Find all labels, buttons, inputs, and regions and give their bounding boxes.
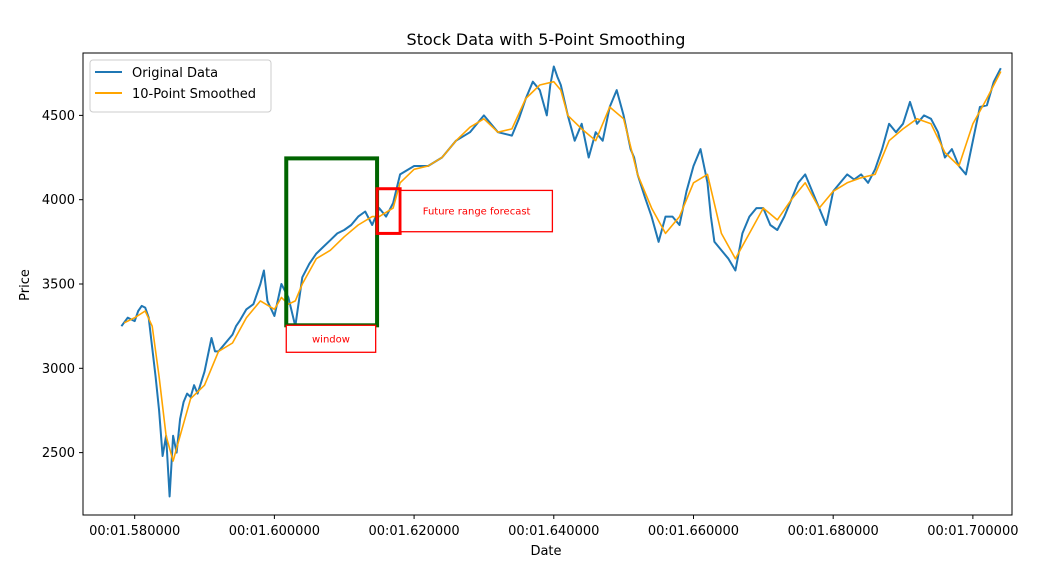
- y-tick-label: 4500: [42, 109, 75, 124]
- legend-label: Original Data: [132, 66, 218, 81]
- x-tick-label: 00:01.640000: [508, 524, 599, 539]
- forecast-label-text: Future range forecast: [423, 207, 531, 218]
- y-tick-label: 3000: [42, 362, 75, 377]
- y-axis-label: Price: [18, 269, 33, 301]
- legend-box: [89, 59, 272, 113]
- forecast-label: [400, 189, 554, 233]
- x-tick-label: 00:01.580000: [89, 524, 180, 539]
- annotation-layer: window Future range forecast: [284, 156, 554, 353]
- x-tick-label: 00:01.600000: [229, 524, 320, 539]
- y-tick-label: 3500: [42, 278, 75, 293]
- x-tick-label: 00:01.660000: [648, 524, 739, 539]
- chart-title: Stock Data with 5-Point Smoothing: [407, 30, 686, 49]
- forecast-box: [375, 187, 402, 235]
- series-line-1: [120, 65, 1002, 498]
- x-axis-label: Date: [530, 544, 561, 559]
- y-tick-label: 4000: [42, 193, 75, 208]
- legend-label: 10-Point Smoothed: [132, 87, 256, 102]
- axes-layer: 00:01.580000 00:01.600000 00:01.620000 00:0…: [42, 52, 1019, 539]
- series-layer: [120, 65, 1002, 498]
- y-tick-label: 2500: [42, 446, 75, 461]
- window-label-text: window: [312, 334, 350, 345]
- x-tick-label: 00:01.700000: [927, 524, 1018, 539]
- window-label: [285, 324, 377, 353]
- plot-frame: [82, 52, 1013, 516]
- x-tick-label: 00:01.680000: [788, 524, 879, 539]
- legend: Original Data 10-Point Smoothed: [89, 59, 272, 113]
- x-tick-label: 00:01.620000: [368, 524, 459, 539]
- series-line-2: [123, 71, 1002, 462]
